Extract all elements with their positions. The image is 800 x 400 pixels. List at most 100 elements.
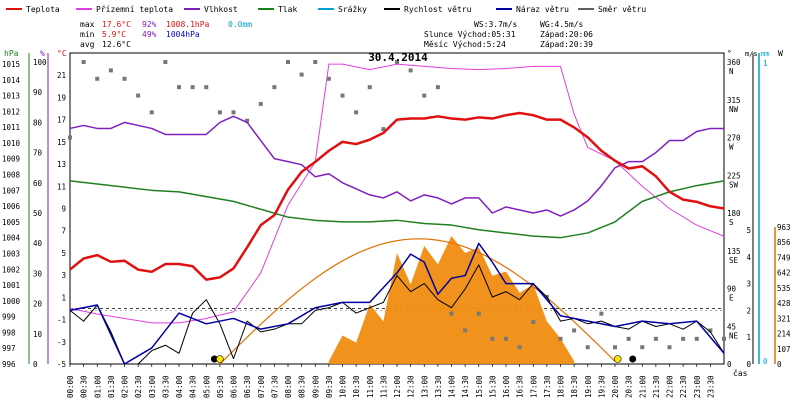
moonset-marker (629, 355, 637, 363)
tick-label-ms: 3 (746, 280, 751, 289)
wind-direction-mark (517, 345, 522, 350)
tick-label-pct: 60 (33, 179, 43, 188)
wind-direction-mark (340, 93, 345, 98)
legend-label: Srážky (338, 5, 367, 14)
tick-label-wm2: 963 (777, 223, 791, 232)
x-tick-label: 17:30 (543, 375, 552, 398)
tick-label-temp: 11 (57, 182, 66, 191)
tick-label-ms: 1 (746, 333, 751, 342)
tick-label-dir-compass: SE (729, 256, 739, 265)
tick-label-hpa: 1012 (2, 107, 20, 116)
tick-label-wm2: 214 (777, 330, 791, 339)
wind-direction-mark (435, 85, 440, 90)
stat-label-min: min (80, 30, 95, 39)
wind-direction-mark (163, 60, 168, 64)
x-tick-label: 15:30 (488, 375, 497, 398)
tick-label-hpa: 999 (2, 313, 16, 322)
axis-title-ms: m/s (745, 50, 758, 58)
wind-direction-mark (177, 85, 181, 90)
wind-direction-mark (122, 76, 127, 81)
legend-label: Náraz větru (516, 5, 569, 14)
wind-direction-mark (81, 60, 86, 64)
tick-label-temp: 9 (61, 205, 66, 214)
stat-min-press: 1004hPa (166, 30, 200, 39)
wind-direction-mark (531, 320, 536, 325)
x-tick-label: 20:00 (611, 375, 620, 398)
series-line-ground-temp (69, 63, 725, 324)
tick-label-pct: 100 (33, 58, 47, 67)
moonrise-marker (210, 355, 218, 363)
series-line-temperature (69, 111, 725, 281)
info-sunset: Západ:20:06 (540, 30, 593, 39)
wind-direction-mark (299, 72, 304, 77)
wind-direction-mark (708, 328, 713, 333)
x-tick-label: 07:30 (270, 375, 279, 398)
wind-direction-mark (408, 68, 413, 73)
tick-label-dir: 225 (727, 171, 741, 180)
tick-label-pct: 70 (33, 149, 43, 158)
stat-min-temp: 5.9°C (102, 30, 126, 39)
x-tick-label: 01:30 (107, 375, 116, 398)
stat-max-temp: 17.6°C (102, 20, 131, 29)
x-tick-label: 18:00 (557, 375, 566, 398)
tick-label-temp: -1 (57, 316, 66, 325)
x-tick-label: 10:30 (352, 375, 361, 398)
tick-label-pct: 80 (33, 118, 43, 127)
chart-title: 30.4.2014 (368, 51, 428, 64)
tick-label-hpa: 1000 (2, 297, 21, 306)
x-tick-label: 22:00 (666, 375, 675, 398)
info-moonset: Západ:20:39 (540, 40, 593, 49)
legend-label: Přízemní teplota (96, 5, 173, 14)
x-tick-label: 15:00 (475, 375, 484, 398)
tick-label-temp: 15 (57, 138, 66, 147)
x-tick-label: 21:30 (652, 375, 661, 398)
tick-label-pct: 50 (33, 209, 43, 218)
tick-label-pct: 10 (33, 330, 43, 339)
x-tick-label: 14:00 (448, 375, 457, 398)
x-tick-label: 19:30 (597, 375, 606, 398)
legend-label: Vlhkost (204, 5, 238, 14)
x-tick-label: 23:30 (706, 375, 715, 398)
x-tick-label: 01:00 (93, 375, 102, 398)
tick-label-hpa: 1001 (2, 281, 20, 290)
tick-label-dir-compass: N (729, 67, 734, 76)
tick-label-wm2: 0 (777, 360, 782, 369)
tick-label-hpa: 1003 (2, 249, 20, 258)
x-tick-label: 12:00 (393, 375, 402, 398)
tick-label-dir: 0 (727, 360, 732, 369)
tick-label-dir-compass: NW (729, 105, 739, 114)
tick-label-temp: 13 (57, 160, 66, 169)
wind-direction-mark (422, 93, 427, 98)
x-tick-label: 04:30 (189, 375, 198, 398)
x-tick-label: 14:30 (461, 375, 470, 398)
series-line-pressure (69, 180, 725, 239)
wind-direction-mark (476, 311, 481, 316)
tick-label-temp: 1 (61, 293, 66, 302)
tick-label-hpa: 1015 (2, 60, 20, 69)
wind-direction-mark (449, 311, 454, 316)
sun-elevation-curve (219, 238, 616, 365)
tick-label-temp: 5 (61, 249, 66, 258)
info-moonrise: Měsíc Východ:5:24 (424, 40, 506, 49)
stat-min-hum: 49% (142, 30, 157, 39)
wind-direction-mark (626, 336, 631, 341)
wind-direction-mark (694, 336, 699, 341)
tick-label-pct: 30 (33, 269, 43, 278)
sunset-marker (613, 355, 622, 363)
wind-direction-mark (272, 85, 277, 90)
legend-label: Teplota (26, 5, 60, 14)
tick-label-ms: 0 (746, 360, 751, 369)
tick-label-pct: 20 (33, 300, 43, 309)
wind-direction-mark (190, 85, 195, 90)
tick-label-ms: 4 (746, 253, 751, 262)
x-tick-label: 16:30 (516, 375, 525, 398)
tick-label-temp: 17 (57, 116, 66, 125)
x-tick-label: 03:30 (161, 375, 170, 398)
wind-direction-mark (667, 345, 672, 350)
wind-direction-mark (258, 101, 263, 106)
tick-label-hpa: 1008 (2, 171, 21, 180)
x-tick-label: 06:00 (230, 375, 239, 398)
wind-direction-mark (395, 60, 399, 64)
wind-direction-mark (149, 110, 154, 115)
